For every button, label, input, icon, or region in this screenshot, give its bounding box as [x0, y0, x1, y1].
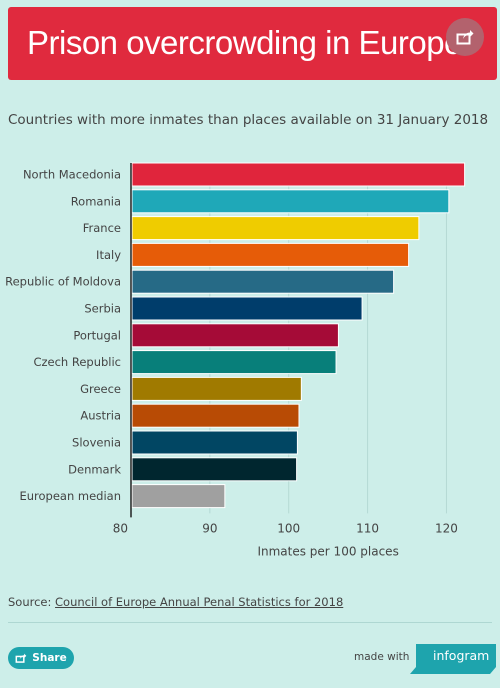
category-label: European median — [19, 489, 121, 503]
bar-chart: North Macedonia Romania France Italy Republi… — [5, 162, 466, 558]
category-label: North Macedonia — [23, 168, 121, 182]
category-label: Italy — [96, 248, 121, 262]
infogram-brand-label: infogram — [433, 648, 490, 663]
bar — [131, 350, 337, 375]
category-label: Austria — [80, 409, 121, 423]
source-prefix: Source: — [8, 595, 56, 609]
x-tick-label: 80 — [113, 521, 128, 535]
source-note: Source: Council of Europe Annual Penal S… — [8, 595, 343, 609]
category-label: Portugal — [73, 328, 121, 342]
bar — [131, 403, 300, 428]
bar — [131, 216, 420, 241]
category-label: France — [83, 221, 121, 235]
bar — [131, 162, 466, 187]
share-button-label: Share — [32, 652, 67, 664]
share-icon — [456, 30, 474, 45]
share-icon — [15, 653, 27, 663]
category-label: Romania — [71, 194, 121, 208]
bar — [131, 269, 395, 294]
x-axis-title: Inmates per 100 places — [257, 544, 398, 558]
bar — [131, 242, 410, 267]
share-button[interactable]: Share — [8, 647, 74, 669]
category-label: Greece — [80, 382, 121, 396]
bar — [131, 323, 339, 348]
made-with-label: made with — [354, 651, 410, 663]
category-label: Slovenia — [72, 436, 121, 450]
bar — [131, 430, 298, 455]
category-label: Republic of Moldova — [5, 275, 121, 289]
bar — [131, 376, 302, 401]
category-label: Denmark — [68, 462, 121, 476]
page-title: Prison overcrowding in Europe — [27, 24, 462, 61]
category-label: Czech Republic — [33, 355, 121, 369]
x-tick-label: 120 — [435, 521, 458, 535]
x-tick-label: 100 — [277, 521, 300, 535]
x-tick-label: 90 — [202, 521, 217, 535]
category-label: Serbia — [84, 302, 121, 316]
bar — [131, 189, 450, 214]
infogram-logo[interactable] — [410, 643, 496, 675]
bar — [131, 457, 298, 482]
bar — [131, 296, 363, 321]
share-icon-button[interactable] — [446, 18, 484, 56]
bar — [131, 484, 226, 509]
source-link[interactable]: Council of Europe Annual Penal Statistic… — [55, 595, 344, 609]
x-tick-label: 110 — [356, 521, 379, 535]
header-banner: Prison overcrowding in Europe — [8, 7, 497, 80]
chart-subtitle: Countries with more inmates than places … — [8, 112, 489, 128]
footer-divider — [8, 622, 492, 623]
